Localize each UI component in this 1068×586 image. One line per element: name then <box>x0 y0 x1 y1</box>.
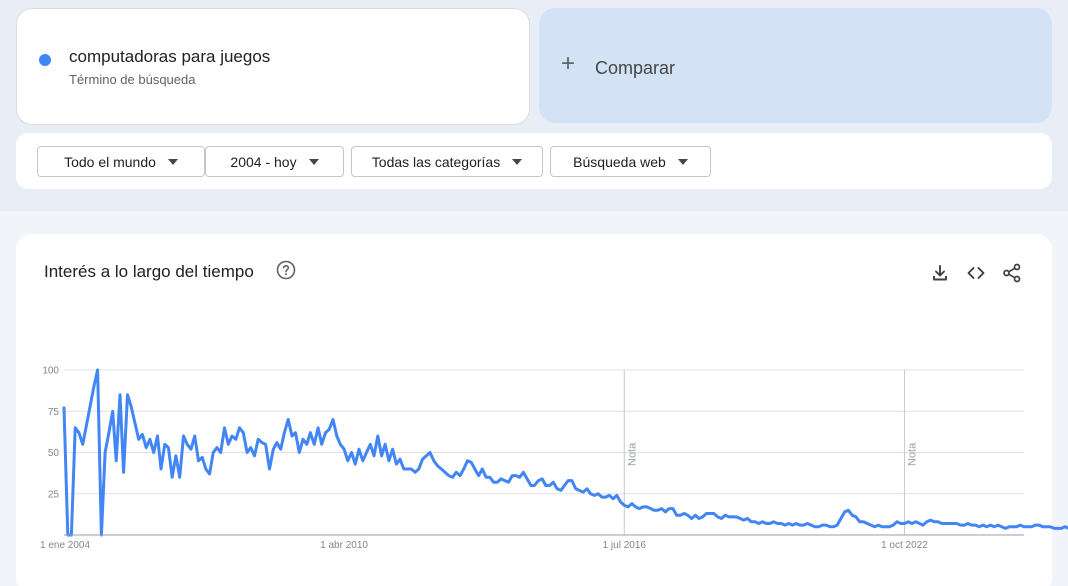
chart-card-title: Interés a lo largo del tiempo <box>44 262 254 281</box>
search-term-card[interactable]: computadoras para juegos Término de búsq… <box>16 8 530 125</box>
caret-down-icon <box>308 158 319 165</box>
search-type-dropdown[interactable]: Búsqueda web <box>550 146 711 177</box>
plus-icon: + <box>561 50 576 77</box>
region-dropdown[interactable]: Todo el mundo <box>37 146 205 177</box>
region-dropdown-label: Todo el mundo <box>64 153 156 170</box>
series-line <box>62 368 1068 537</box>
x-tick-label: 1 ene 2004 <box>40 540 90 551</box>
filter-bar: Todo el mundo 2004 - hoy Todas las categ… <box>16 133 1052 189</box>
category-dropdown-label: Todas las categorías <box>371 153 501 170</box>
code-embed-icon[interactable] <box>965 262 987 284</box>
y-tick-label: 50 <box>48 448 60 459</box>
share-icon[interactable] <box>1001 262 1023 284</box>
help-circle-icon[interactable] <box>276 260 296 280</box>
interest-over-time-card: Interés a lo largo del tiempo <box>16 234 1052 586</box>
category-dropdown[interactable]: Todas las categorías <box>351 146 543 177</box>
caret-down-icon <box>677 158 688 165</box>
search-term-name[interactable]: computadoras para juegos <box>69 47 271 66</box>
search-term-type: Término de búsqueda <box>69 72 196 87</box>
caret-down-icon <box>167 158 178 165</box>
caret-down-icon <box>512 158 523 165</box>
compare-button[interactable]: + Comparar <box>539 8 1052 123</box>
period-dropdown[interactable]: 2004 - hoy <box>205 146 344 177</box>
term-color-dot <box>39 54 51 66</box>
x-tick-label: 1 abr 2010 <box>320 540 368 551</box>
search-type-dropdown-label: Búsqueda web <box>573 153 666 170</box>
y-tick-label: 75 <box>48 407 60 418</box>
annotation-note-label: Nota <box>626 442 638 466</box>
period-dropdown-label: 2004 - hoy <box>230 153 297 170</box>
y-tick-label: 100 <box>42 366 59 377</box>
annotation-note-label: Nota <box>906 442 918 466</box>
x-tick-label: 1 jul 2016 <box>603 540 647 551</box>
y-tick-label: 25 <box>48 489 60 500</box>
compare-label: Comparar <box>595 58 676 78</box>
x-tick-label: 1 oct 2022 <box>881 540 928 551</box>
download-icon[interactable] <box>929 262 951 284</box>
